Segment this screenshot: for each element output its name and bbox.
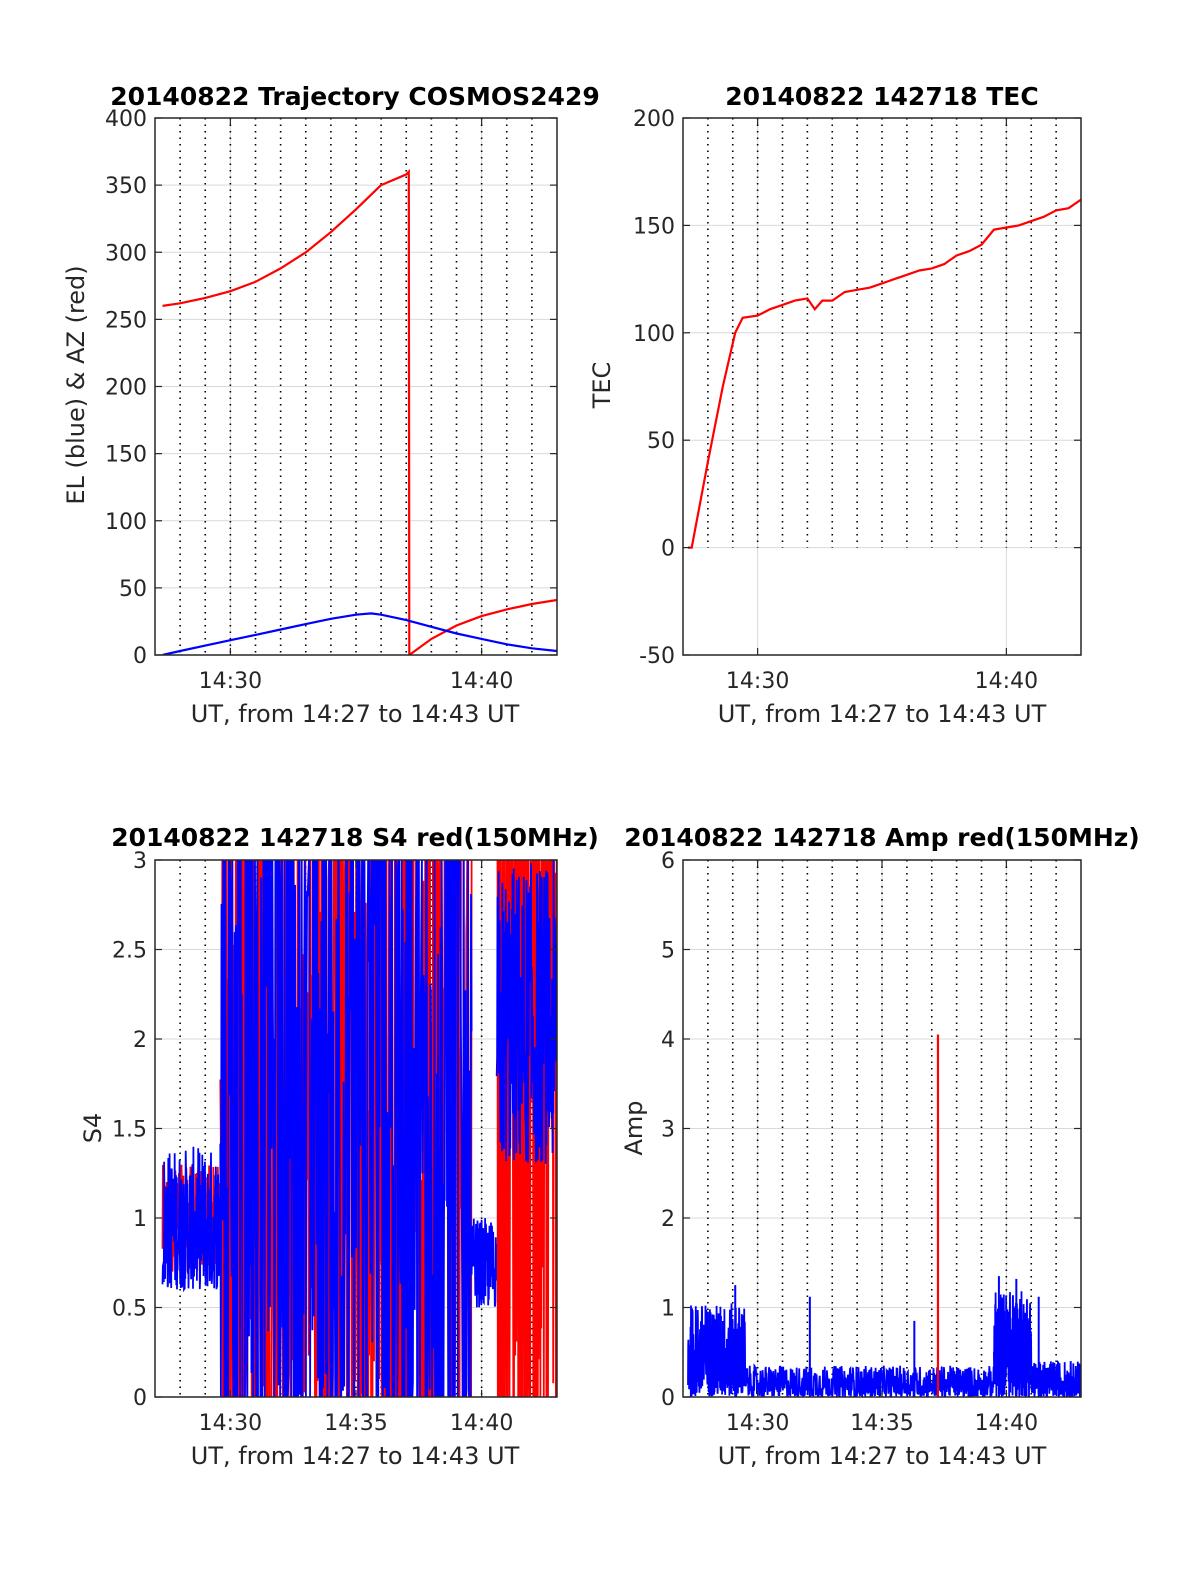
y-tick-label: 1.5 [112, 1118, 147, 1143]
y-tick-label: 0 [133, 1386, 147, 1411]
series-line [161, 1146, 222, 1293]
x-tick-label: 14:40 [975, 669, 1038, 694]
y-tick-label: 100 [105, 510, 147, 535]
panel-title: 20140822 142718 S4 red(150MHz) [111, 823, 599, 852]
x-axis-label: UT, from 14:27 to 14:43 UT [718, 1442, 1047, 1470]
y-tick-label: 350 [105, 174, 147, 199]
y-tick-label: 0 [661, 537, 675, 562]
panel-title: 20140822 142718 Amp red(150MHz) [624, 823, 1140, 852]
tec-panel: 20140822 142718 TEC UT, from 14:27 to 14… [588, 82, 1082, 728]
x-tick-label: 14:35 [850, 1411, 913, 1436]
y-tick-label: 3 [661, 1118, 675, 1143]
y-tick-label: 2 [661, 1207, 675, 1232]
series-line [470, 1218, 498, 1308]
y-tick-label: 5 [661, 939, 675, 964]
y-tick-label: 200 [633, 107, 675, 132]
trajectory-panel: 20140822 Trajectory COSMOS2429 UT, from … [62, 82, 600, 728]
s4-panel: 20140822 142718 S4 red(150MHz) UT, from … [79, 823, 599, 1470]
x-tick-label: 14:30 [199, 1411, 262, 1436]
series-line [219, 860, 473, 1397]
y-tick-label: 150 [633, 214, 675, 239]
series-line [744, 1363, 995, 1397]
x-axis-label: UT, from 14:27 to 14:43 UT [191, 1442, 520, 1470]
y-tick-label: 2 [133, 1028, 147, 1053]
series-line [162, 612, 557, 655]
y-tick-label: -50 [639, 644, 675, 669]
y-tick-label: 0.5 [112, 1297, 147, 1322]
x-tick-label: 14:30 [726, 1411, 789, 1436]
x-tick-label: 14:40 [450, 1411, 513, 1436]
x-tick-label: 14:30 [726, 669, 789, 694]
series-line [993, 1291, 1033, 1397]
axes-box [682, 117, 1082, 656]
y-tick-label: 150 [105, 443, 147, 468]
y-tick-label: 3 [133, 849, 147, 874]
y-tick-label: 0 [661, 1386, 675, 1411]
amp-panel: 20140822 142718 Amp red(150MHz) UT, from… [620, 823, 1140, 1470]
y-tick-label: 1 [661, 1297, 675, 1322]
panel-title: 20140822 142718 TEC [725, 82, 1038, 111]
y-tick-label: 250 [105, 308, 147, 333]
y-tick-label: 300 [105, 241, 147, 266]
series-line [162, 168, 557, 655]
x-tick-label: 14:40 [450, 669, 513, 694]
x-tick-label: 14:30 [199, 669, 262, 694]
y-tick-label: 0 [133, 644, 147, 669]
y-tick-label: 4 [661, 1028, 675, 1053]
series-line [495, 860, 557, 1164]
y-tick-label: 2.5 [112, 939, 147, 964]
y-tick-label: 400 [105, 107, 147, 132]
y-tick-label: 50 [119, 577, 147, 602]
y-axis-label: TEC [588, 362, 616, 410]
x-axis-label: UT, from 14:27 to 14:43 UT [191, 700, 520, 728]
y-tick-label: 50 [647, 429, 675, 454]
x-tick-label: 14:35 [324, 1411, 387, 1436]
y-tick-label: 100 [633, 322, 675, 347]
y-tick-label: 200 [105, 376, 147, 401]
y-axis-label: EL (blue) & AZ (red) [62, 265, 90, 504]
series-line [688, 198, 1081, 549]
y-tick-label: 6 [661, 849, 675, 874]
x-axis-label: UT, from 14:27 to 14:43 UT [718, 700, 1047, 728]
series-line [687, 1303, 747, 1397]
y-axis-label: Amp [620, 1100, 648, 1155]
y-axis-label: S4 [79, 1113, 107, 1144]
panel-title: 20140822 Trajectory COSMOS2429 [110, 82, 600, 111]
x-tick-label: 14:40 [975, 1411, 1038, 1436]
y-tick-label: 1 [133, 1207, 147, 1232]
